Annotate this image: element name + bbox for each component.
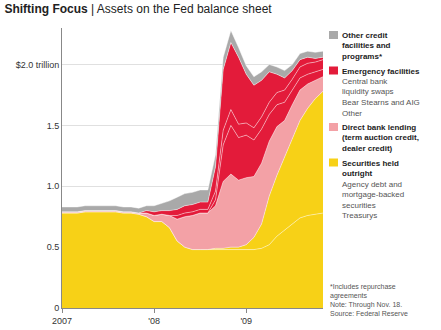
svg-text:Source: Federal Reserve: Source: Federal Reserve [330,310,408,317]
svg-text:'09: '09 [240,316,252,326]
svg-text:0: 0 [54,303,59,313]
svg-text:Other: Other [342,109,362,118]
svg-text:Direct bank lending(term aucti: Direct bank lending(term auction credit,… [342,123,419,153]
svg-text:Bear Stearns and AIG: Bear Stearns and AIG [342,98,420,107]
svg-text:Central bankliquidity swaps: Central bankliquidity swaps [342,77,394,96]
svg-text:Shifting Focus | Assets on the: Shifting Focus | Assets on the Fed balan… [4,2,272,16]
svg-text:Emergency facilities: Emergency facilities [342,67,420,76]
svg-text:1.5: 1.5 [47,121,60,131]
svg-text:Other creditfacilities andprog: Other creditfacilities andprograms* [342,31,391,61]
svg-text:*Includes repurchaseagreements: *Includes repurchaseagreements [330,283,396,300]
svg-text:Securities heldoutright: Securities heldoutright [342,159,399,178]
svg-text:1.0: 1.0 [47,181,60,191]
svg-text:'08: '08 [148,316,160,326]
svg-text:Treasurys: Treasurys [342,211,377,220]
svg-text:Note: Through Nov. 18.: Note: Through Nov. 18. [330,301,402,309]
svg-text:Agency debt andmortgage-backed: Agency debt andmortgage-backedsecurities [342,180,404,210]
svg-text:2007: 2007 [52,316,72,326]
svg-text:0.5: 0.5 [47,242,60,252]
svg-text:$2.0 trillion: $2.0 trillion [16,60,60,70]
